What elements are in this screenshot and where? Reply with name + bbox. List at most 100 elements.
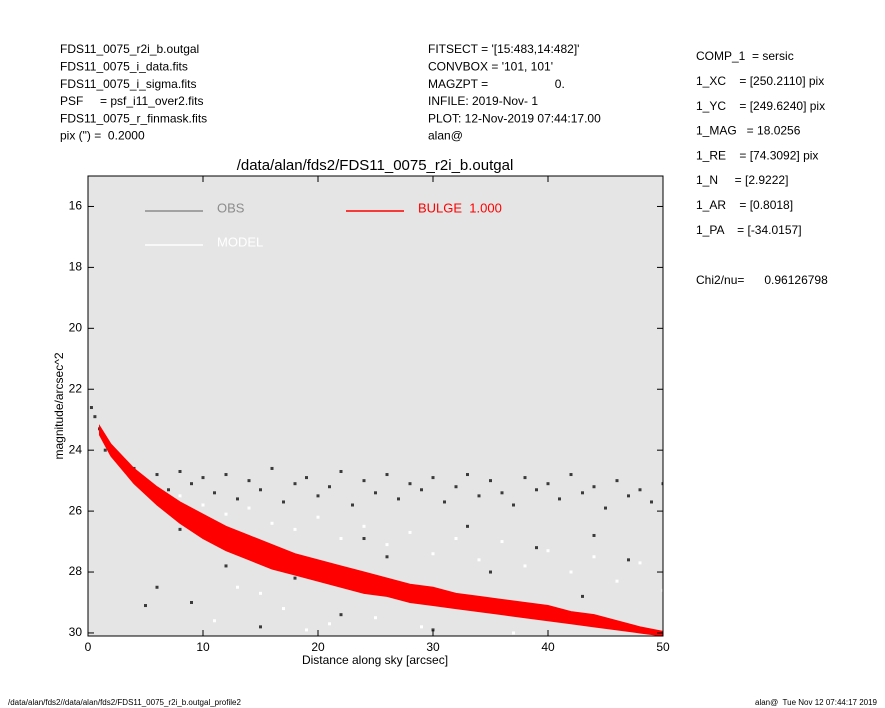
data-point [178,494,182,498]
data-point [661,588,663,592]
data-point [339,469,343,473]
data-point [316,494,320,498]
data-point [650,500,653,504]
data-point [420,625,423,629]
fit-parameter: 1_N = [2.9222] [696,173,788,187]
data-point [546,549,550,553]
fit-parameter: 1_MAG = 18.0256 [696,124,801,138]
data-point [282,500,285,504]
data-point [466,524,469,528]
data-point [604,506,607,510]
header-left-line: FDS11_0075_r_finmask.fits [60,111,207,125]
data-point [270,466,274,470]
data-point [178,527,182,531]
data-point [466,473,469,477]
header-middle-line: MAGZPT = 0. [428,77,565,91]
data-point [615,579,619,583]
data-point [374,616,377,620]
header-left-line: FDS11_0075_r2i_b.outgal [60,42,199,56]
data-point [661,482,663,486]
data-point [224,473,228,477]
data-point [385,473,389,477]
data-point [178,469,182,473]
data-point [592,555,596,559]
data-point [512,631,515,635]
data-point [638,561,642,565]
data-point [523,476,527,480]
data-point [316,515,320,519]
data-point [385,543,389,547]
data-point [477,494,481,498]
data-point [454,485,458,489]
data-point [224,564,228,568]
data-point [500,540,504,544]
data-point [454,537,458,541]
data-point [362,524,366,528]
fit-parameter: 1_XC = [250.2110] pix [696,74,824,88]
data-point [213,619,216,623]
header-left-line: FDS11_0075_i_sigma.fits [60,77,197,91]
data-point [581,594,584,598]
y-tick-label: 18 [69,260,83,274]
footer-left: /data/alan/fds2//data/alan/fds2/FDS11_00… [8,698,241,707]
x-tick-label: 0 [85,640,92,654]
header-left-line: pix (") = 0.2000 [60,129,145,143]
x-tick-label: 50 [656,640,670,654]
fit-parameter: 1_AR = [0.8018] [696,198,793,212]
data-point [408,530,412,534]
data-point [443,500,446,504]
data-point [569,570,573,574]
data-point [339,537,343,541]
data-point [224,512,228,516]
data-point [351,503,354,507]
x-tick-label: 10 [196,640,210,654]
data-point [592,533,596,537]
data-point [247,479,251,483]
data-point [420,488,423,492]
data-point [89,406,93,410]
data-point [190,482,193,486]
header-middle-line: PLOT: 12-Nov-2019 07:44:17.00 [428,111,601,125]
data-point [489,570,492,574]
plot-marks [89,406,663,636]
data-point [397,497,400,501]
data-point [328,485,331,489]
data-point [408,482,412,486]
y-tick-label: 30 [69,625,83,639]
y-tick-label: 26 [69,503,83,517]
data-point [93,415,97,419]
legend-label: MODEL [217,234,263,249]
y-tick-label: 24 [69,442,83,456]
data-point [385,555,389,559]
data-point [236,585,239,589]
plot-frame [87,175,664,637]
data-point [236,497,239,501]
data-point [581,491,584,495]
x-tick-label: 40 [541,640,555,654]
data-point [431,476,435,480]
y-tick-label: 20 [69,320,83,334]
header-middle-line: CONVBOX = '101, 101' [428,59,553,73]
data-point [282,607,285,611]
data-point [627,494,630,498]
data-point [259,591,262,595]
data-point [500,491,504,495]
data-point [523,564,527,568]
data-point [201,476,205,480]
data-point [155,473,159,477]
data-point [489,479,492,483]
data-point [535,488,538,492]
header-middle-line: alan@ [428,129,463,143]
data-point [339,613,343,617]
data-point [431,628,435,632]
fit-parameter: COMP_1 = sersic [696,49,794,63]
data-point [201,503,205,507]
data-point [535,546,538,550]
data-point [328,622,331,626]
data-point [431,552,435,556]
header-left-line: FDS11_0075_i_data.fits [60,59,188,73]
fit-parameter: 1_RE = [74.3092] pix [696,148,818,162]
data-point [259,625,262,629]
data-point [259,488,262,492]
data-point [190,600,193,604]
